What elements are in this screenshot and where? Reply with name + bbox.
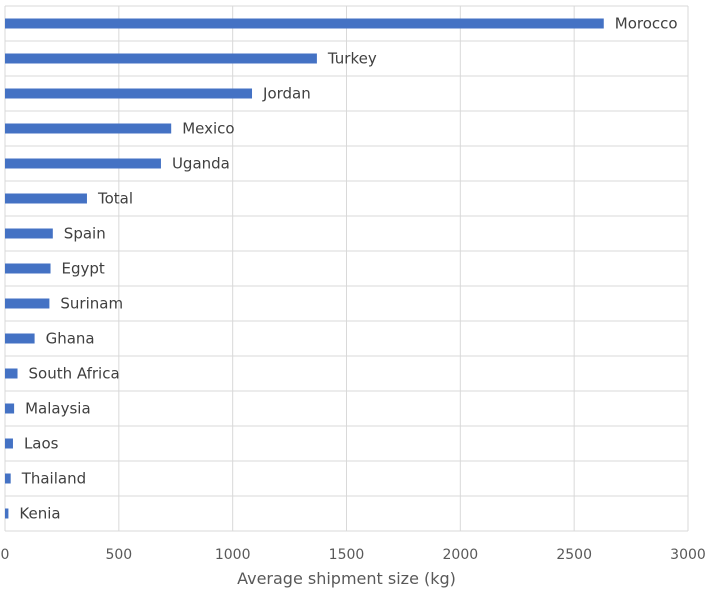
bar-label: Kenia bbox=[19, 505, 60, 523]
bar-label: Surinam bbox=[60, 295, 123, 313]
bar-label: Turkey bbox=[327, 50, 377, 68]
bar-label: Malaysia bbox=[25, 400, 91, 418]
x-tick-label: 2500 bbox=[556, 547, 592, 563]
bar-label: Total bbox=[97, 190, 133, 208]
x-tick-label: 2000 bbox=[443, 547, 479, 563]
bar bbox=[5, 508, 9, 519]
bar-label: Uganda bbox=[172, 155, 230, 173]
x-axis-title: Average shipment size (kg) bbox=[237, 569, 456, 588]
bar bbox=[5, 228, 53, 239]
bar bbox=[5, 53, 317, 64]
bar-label: Thailand bbox=[21, 470, 86, 488]
bar bbox=[5, 123, 172, 134]
bar-label: Ghana bbox=[46, 330, 95, 348]
bar bbox=[5, 263, 51, 274]
x-tick-label: 1500 bbox=[329, 547, 365, 563]
x-tick-label: 3000 bbox=[670, 547, 706, 563]
bar bbox=[5, 298, 50, 309]
bar bbox=[5, 158, 161, 169]
gridlines bbox=[4, 5, 689, 532]
bar-label: Morocco bbox=[615, 15, 678, 33]
x-axis-ticks: 0 500 1000 1500 2000 2500 3000 bbox=[1, 547, 706, 563]
bar bbox=[5, 193, 87, 204]
bar bbox=[5, 18, 604, 29]
bar-label: Jordan bbox=[262, 85, 311, 103]
bar bbox=[5, 403, 15, 414]
bar bbox=[5, 438, 13, 449]
x-tick-label: 500 bbox=[105, 547, 132, 563]
bar-labels: Morocco Turkey Jordan Mexico Uganda Total Spai… bbox=[19, 15, 677, 523]
bar-label: Egypt bbox=[62, 260, 105, 278]
bar-label: Mexico bbox=[182, 120, 234, 138]
bar-label: Laos bbox=[24, 435, 59, 453]
x-tick-label: 0 bbox=[1, 547, 10, 563]
bar bbox=[5, 333, 35, 344]
bar bbox=[5, 88, 253, 99]
bar bbox=[5, 473, 11, 484]
bar-label: South Africa bbox=[29, 365, 120, 383]
x-tick-label: 1000 bbox=[215, 547, 251, 563]
bars bbox=[5, 18, 604, 519]
bar bbox=[5, 368, 18, 379]
bar-label: Spain bbox=[64, 225, 106, 243]
